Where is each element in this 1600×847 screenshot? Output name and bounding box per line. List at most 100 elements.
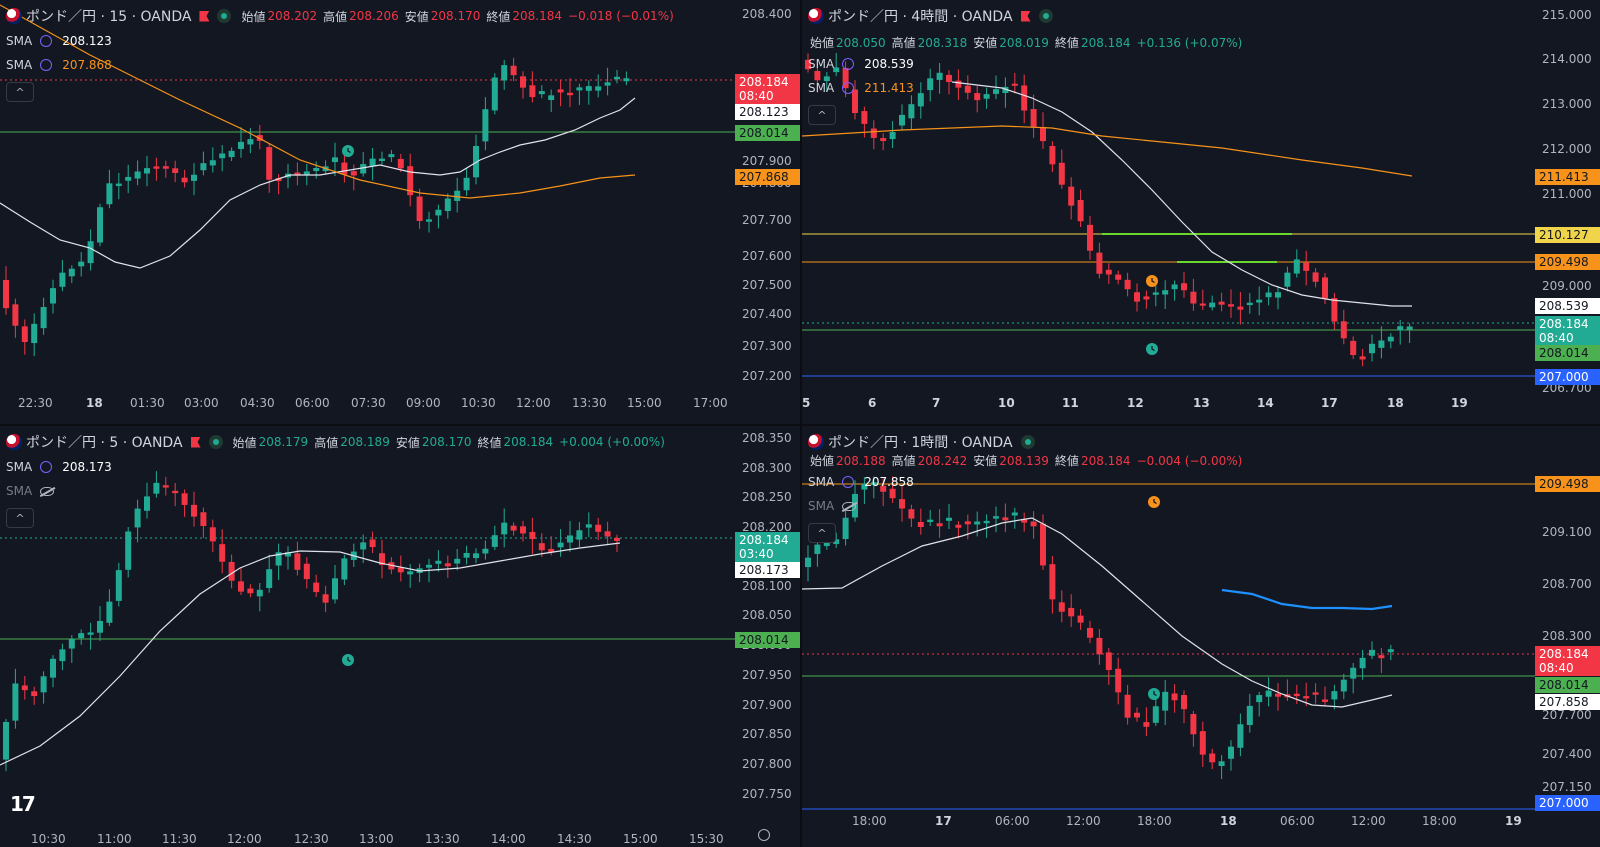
candle-body bbox=[1340, 321, 1347, 339]
price-tag-value: 208.184 bbox=[1539, 317, 1589, 331]
sma-line-white[interactable] bbox=[951, 81, 1412, 307]
candle-body bbox=[964, 521, 971, 525]
time-axis-label: 06:00 bbox=[995, 814, 1030, 828]
candle-body bbox=[1228, 304, 1234, 307]
sma-settings-icon[interactable] bbox=[842, 476, 855, 488]
indicator-sma-2[interactable]: SMA bbox=[6, 484, 64, 498]
candle-body bbox=[1096, 252, 1103, 274]
sma-line-white[interactable] bbox=[802, 517, 1393, 708]
price-axis-label: 207.750 bbox=[742, 787, 792, 801]
price-axis-label: 207.300 bbox=[742, 339, 792, 353]
candle-body bbox=[181, 493, 188, 505]
candle-body bbox=[1087, 224, 1093, 251]
gbp-jpy-flag-icon bbox=[808, 8, 824, 24]
market-flag-icon[interactable] bbox=[1020, 10, 1031, 22]
candle-body bbox=[1387, 649, 1394, 653]
price-tag: 208.184 08:40 bbox=[1535, 646, 1600, 676]
chart-panel-1hour[interactable]: ポンド／円 · 1時間 · OANDA 始値 208.188 高値 208.242 安値… bbox=[802, 426, 1600, 847]
ohlc-key: 終値 bbox=[1054, 454, 1079, 468]
collapse-chevron-icon[interactable]: ^ bbox=[808, 105, 836, 125]
sma-line-white[interactable] bbox=[0, 542, 621, 766]
symbol-title[interactable]: ポンド／円 · 4時間 · OANDA bbox=[828, 9, 1013, 25]
visibility-off-icon[interactable] bbox=[842, 501, 857, 511]
sma-line-orange[interactable] bbox=[0, 4, 636, 199]
candle-body bbox=[614, 76, 620, 80]
price-tag-value: 208.539 bbox=[1539, 299, 1589, 313]
candle-body bbox=[595, 524, 602, 532]
price-chart-4hour[interactable] bbox=[802, 0, 1600, 424]
price-axis-label: 207.600 bbox=[742, 249, 792, 263]
ohlc-key: 終値 bbox=[477, 435, 502, 450]
indicator-sma-1[interactable]: SMA 208.539 bbox=[808, 57, 914, 71]
candle-body bbox=[567, 92, 573, 96]
candle-body bbox=[341, 162, 348, 175]
sma-line-orange[interactable] bbox=[802, 125, 1413, 177]
collapse-chevron-icon[interactable]: ^ bbox=[6, 508, 34, 528]
price-tag-value: 209.498 bbox=[1539, 477, 1589, 491]
sma-settings-icon[interactable] bbox=[40, 59, 53, 71]
candle-body bbox=[870, 128, 877, 138]
ohlc-key: 始値 bbox=[810, 36, 835, 50]
price-axis-label: 208.250 bbox=[742, 490, 792, 504]
market-flag-icon[interactable] bbox=[190, 436, 201, 448]
sma-line-white[interactable] bbox=[0, 97, 636, 269]
candle-body bbox=[899, 499, 905, 509]
candle-body bbox=[623, 78, 630, 82]
candle-body bbox=[936, 72, 943, 80]
chart-panel-15min[interactable]: ポンド／円 · 15 · OANDA 始値 208.202 高値 208.206 安値 2… bbox=[0, 0, 800, 424]
sma-settings-icon[interactable] bbox=[842, 82, 855, 94]
ohlc-value: −0.004 (−0.00%) bbox=[1136, 453, 1243, 468]
collapse-chevron-icon[interactable]: ^ bbox=[6, 82, 34, 102]
tradingview-logo-icon[interactable]: 17 bbox=[10, 792, 36, 816]
candle-body bbox=[1209, 302, 1216, 308]
indicator-sma-1[interactable]: SMA 207.858 bbox=[808, 475, 914, 489]
candle-body bbox=[1021, 519, 1028, 523]
time-axis-label: 06:00 bbox=[1280, 814, 1315, 828]
candle-body bbox=[68, 639, 75, 649]
candle-body bbox=[1077, 199, 1084, 222]
indicator-sma-1[interactable]: SMA 208.123 bbox=[6, 34, 112, 48]
price-chart-5min[interactable] bbox=[0, 426, 800, 847]
price-axis-label: 207.400 bbox=[742, 307, 792, 321]
market-flag-icon[interactable] bbox=[199, 10, 210, 22]
visibility-off-icon[interactable] bbox=[40, 486, 55, 496]
indicator-sma-2[interactable]: SMA 207.868 bbox=[6, 58, 112, 72]
price-tag: 207.000 bbox=[1535, 795, 1600, 811]
symbol-title[interactable]: ポンド／円 · 15 · OANDA bbox=[26, 9, 192, 25]
candle-body bbox=[125, 176, 132, 181]
price-axis-label: 207.400 bbox=[1542, 747, 1592, 761]
settings-gear-icon[interactable] bbox=[758, 829, 770, 841]
candle-body bbox=[1021, 85, 1028, 111]
indicator-sma-1[interactable]: SMA 208.173 bbox=[6, 460, 112, 474]
candle-body bbox=[153, 482, 160, 494]
chart-panel-4hour[interactable]: ポンド／円 · 4時間 · OANDA 始値 208.050 高値 208.318 安値… bbox=[802, 0, 1600, 424]
ohlc-value: 208.188 bbox=[836, 453, 886, 468]
sma-settings-icon[interactable] bbox=[842, 58, 855, 70]
chart-panel-5min[interactable]: ポンド／円 · 5 · OANDA 始値 208.179 高値 208.189 安値 20… bbox=[0, 426, 800, 847]
candle-body bbox=[1265, 690, 1272, 697]
ohlc-values: 始値 208.179 高値 208.189 安値 208.170 終値 208.184 +0.0… bbox=[233, 434, 671, 451]
candle-body bbox=[379, 158, 385, 162]
indicator-line-cyan[interactable] bbox=[1221, 588, 1393, 611]
candle-body bbox=[1134, 712, 1140, 718]
candle-body bbox=[1322, 277, 1328, 299]
price-chart-1hour[interactable] bbox=[802, 426, 1600, 847]
sma-settings-icon[interactable] bbox=[40, 35, 53, 47]
candle-body bbox=[870, 482, 877, 486]
candle-body bbox=[1181, 283, 1187, 291]
indicator-sma-2[interactable]: SMA bbox=[808, 499, 866, 513]
candle-body bbox=[3, 279, 9, 309]
candle-body bbox=[332, 578, 338, 600]
price-tag: 208.014 bbox=[735, 125, 800, 141]
candle-body bbox=[397, 158, 404, 169]
symbol-title[interactable]: ポンド／円 · 5 · OANDA bbox=[26, 435, 183, 451]
indicator-sma-2[interactable]: SMA 211.413 bbox=[808, 81, 914, 95]
candle-body bbox=[927, 519, 934, 523]
collapse-chevron-icon[interactable]: ^ bbox=[808, 523, 836, 543]
candle-body bbox=[1002, 517, 1009, 521]
symbol-title[interactable]: ポンド／円 · 1時間 · OANDA bbox=[828, 435, 1013, 451]
price-chart-15min[interactable] bbox=[0, 0, 800, 424]
sma-settings-icon[interactable] bbox=[40, 461, 53, 473]
candle-body bbox=[557, 542, 564, 548]
candle-body bbox=[294, 553, 301, 570]
